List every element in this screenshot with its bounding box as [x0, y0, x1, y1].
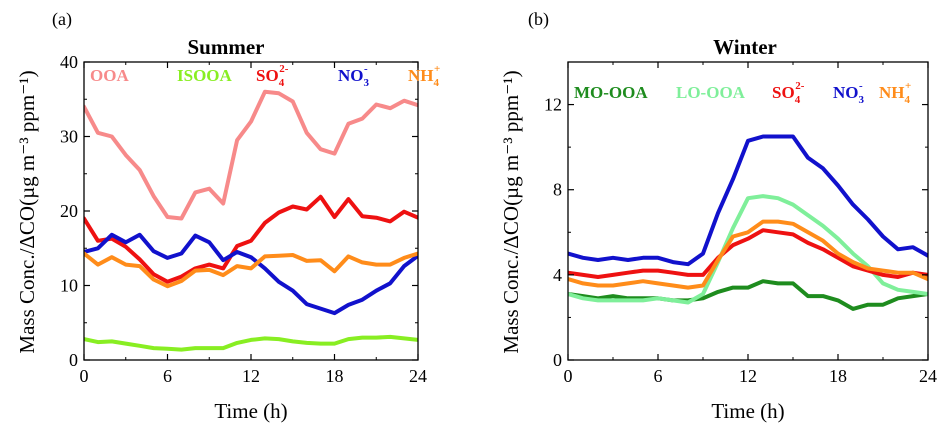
- legend-entry: MO-OOA: [574, 83, 648, 102]
- legend-label: LO-OOA: [676, 83, 746, 102]
- legend-label: SO: [772, 83, 795, 102]
- y-tick-label: 10: [60, 276, 78, 296]
- legend-label: ISOOA: [177, 66, 233, 85]
- legend-subscript: 3: [364, 77, 370, 89]
- series-line-so42-: [568, 228, 928, 279]
- series-line-lo-ooa: [568, 194, 928, 305]
- legend-superscript: +: [905, 80, 911, 92]
- series-line-no3-: [568, 134, 928, 267]
- series-line-nh4-: [84, 251, 418, 289]
- legend-label: SO: [256, 66, 279, 85]
- legend-entry: SO4 2-: [772, 80, 805, 106]
- y-tick-label: 0: [69, 350, 78, 370]
- x-tick-label: 6: [163, 366, 172, 386]
- legend-label: NO: [833, 83, 859, 102]
- legend-entry: NH4 +: [879, 80, 911, 106]
- legend-label: NO: [338, 66, 364, 85]
- legend-entry: OOA: [90, 66, 129, 85]
- legend-entry: NH4 +: [408, 63, 440, 89]
- panel-title: Summer: [188, 35, 265, 59]
- legend-superscript: -: [859, 80, 863, 92]
- legend-subscript: 4: [795, 94, 801, 106]
- legend-entry: NO3 -: [833, 80, 865, 106]
- legend-subscript: 4: [434, 77, 440, 89]
- x-tick-label: 24: [919, 366, 937, 386]
- legend-entry: LO-OOA: [676, 83, 746, 102]
- x-tick-label: 12: [242, 366, 260, 386]
- legend-superscript: 2-: [279, 63, 289, 75]
- x-axis-title: Time (h): [711, 399, 784, 423]
- y-axis-title: Mass Conc./ΔCO(µg m⁻³ ppm⁻¹): [499, 70, 523, 353]
- x-tick-label: 18: [829, 366, 847, 386]
- y-tick-label: 12: [544, 95, 562, 115]
- plot-frame: [567, 61, 929, 361]
- legend-superscript: 2-: [795, 80, 805, 92]
- legend-entry: SO4 2-: [256, 63, 289, 89]
- x-axis-title: Time (h): [214, 399, 287, 423]
- legend-entry: NO3 -: [338, 63, 370, 89]
- series-line-nh4-: [568, 219, 928, 290]
- series-line-isooa: [84, 334, 418, 352]
- legend-subscript: 4: [905, 94, 911, 106]
- y-tick-label: 40: [60, 52, 78, 72]
- chart-panel-summer: 0 6 12 18 24 0 10 20 30 40 Time (h) Mass Conc./ΔCO(…: [15, 9, 440, 423]
- legend-superscript: +: [434, 63, 440, 75]
- x-tick-label: 24: [409, 366, 427, 386]
- chart-panel-winter: 0 6 12 18 24 0 4 8 12 Time (h) Mass Conc./ΔCO(µg m…: [499, 9, 937, 423]
- plot-frame: [83, 61, 419, 361]
- panel-letter: (a): [52, 9, 72, 30]
- y-tick-label: 8: [553, 180, 562, 200]
- legend-label: NH: [879, 83, 905, 102]
- y-tick-label: 4: [553, 265, 562, 285]
- x-tick-label: 6: [654, 366, 663, 386]
- x-tick-label: 18: [326, 366, 344, 386]
- y-tick-label: 0: [553, 350, 562, 370]
- y-tick-label: 30: [60, 127, 78, 147]
- series-line-no3-: [84, 232, 418, 316]
- legend-label: NH: [408, 66, 434, 85]
- x-tick-label: 0: [564, 366, 573, 386]
- legend-entry: ISOOA: [177, 66, 233, 85]
- legend-label: MO-OOA: [574, 83, 648, 102]
- x-tick-label: 12: [739, 366, 757, 386]
- series-line-so42-: [84, 194, 418, 284]
- panel-letter: (b): [528, 9, 549, 30]
- legend-subscript: 3: [859, 94, 865, 106]
- series-line-ooa: [84, 89, 418, 221]
- legend-subscript: 4: [279, 77, 285, 89]
- panel-title: Winter: [713, 35, 777, 59]
- y-axis-title: Mass Conc./ΔCO(µg m⁻³ ppm⁻¹): [15, 70, 39, 353]
- legend-superscript: -: [364, 63, 368, 75]
- y-tick-label: 20: [60, 201, 78, 221]
- series-line-mo-ooa: [568, 279, 928, 311]
- legend-label: OOA: [90, 66, 129, 85]
- x-tick-label: 0: [80, 366, 89, 386]
